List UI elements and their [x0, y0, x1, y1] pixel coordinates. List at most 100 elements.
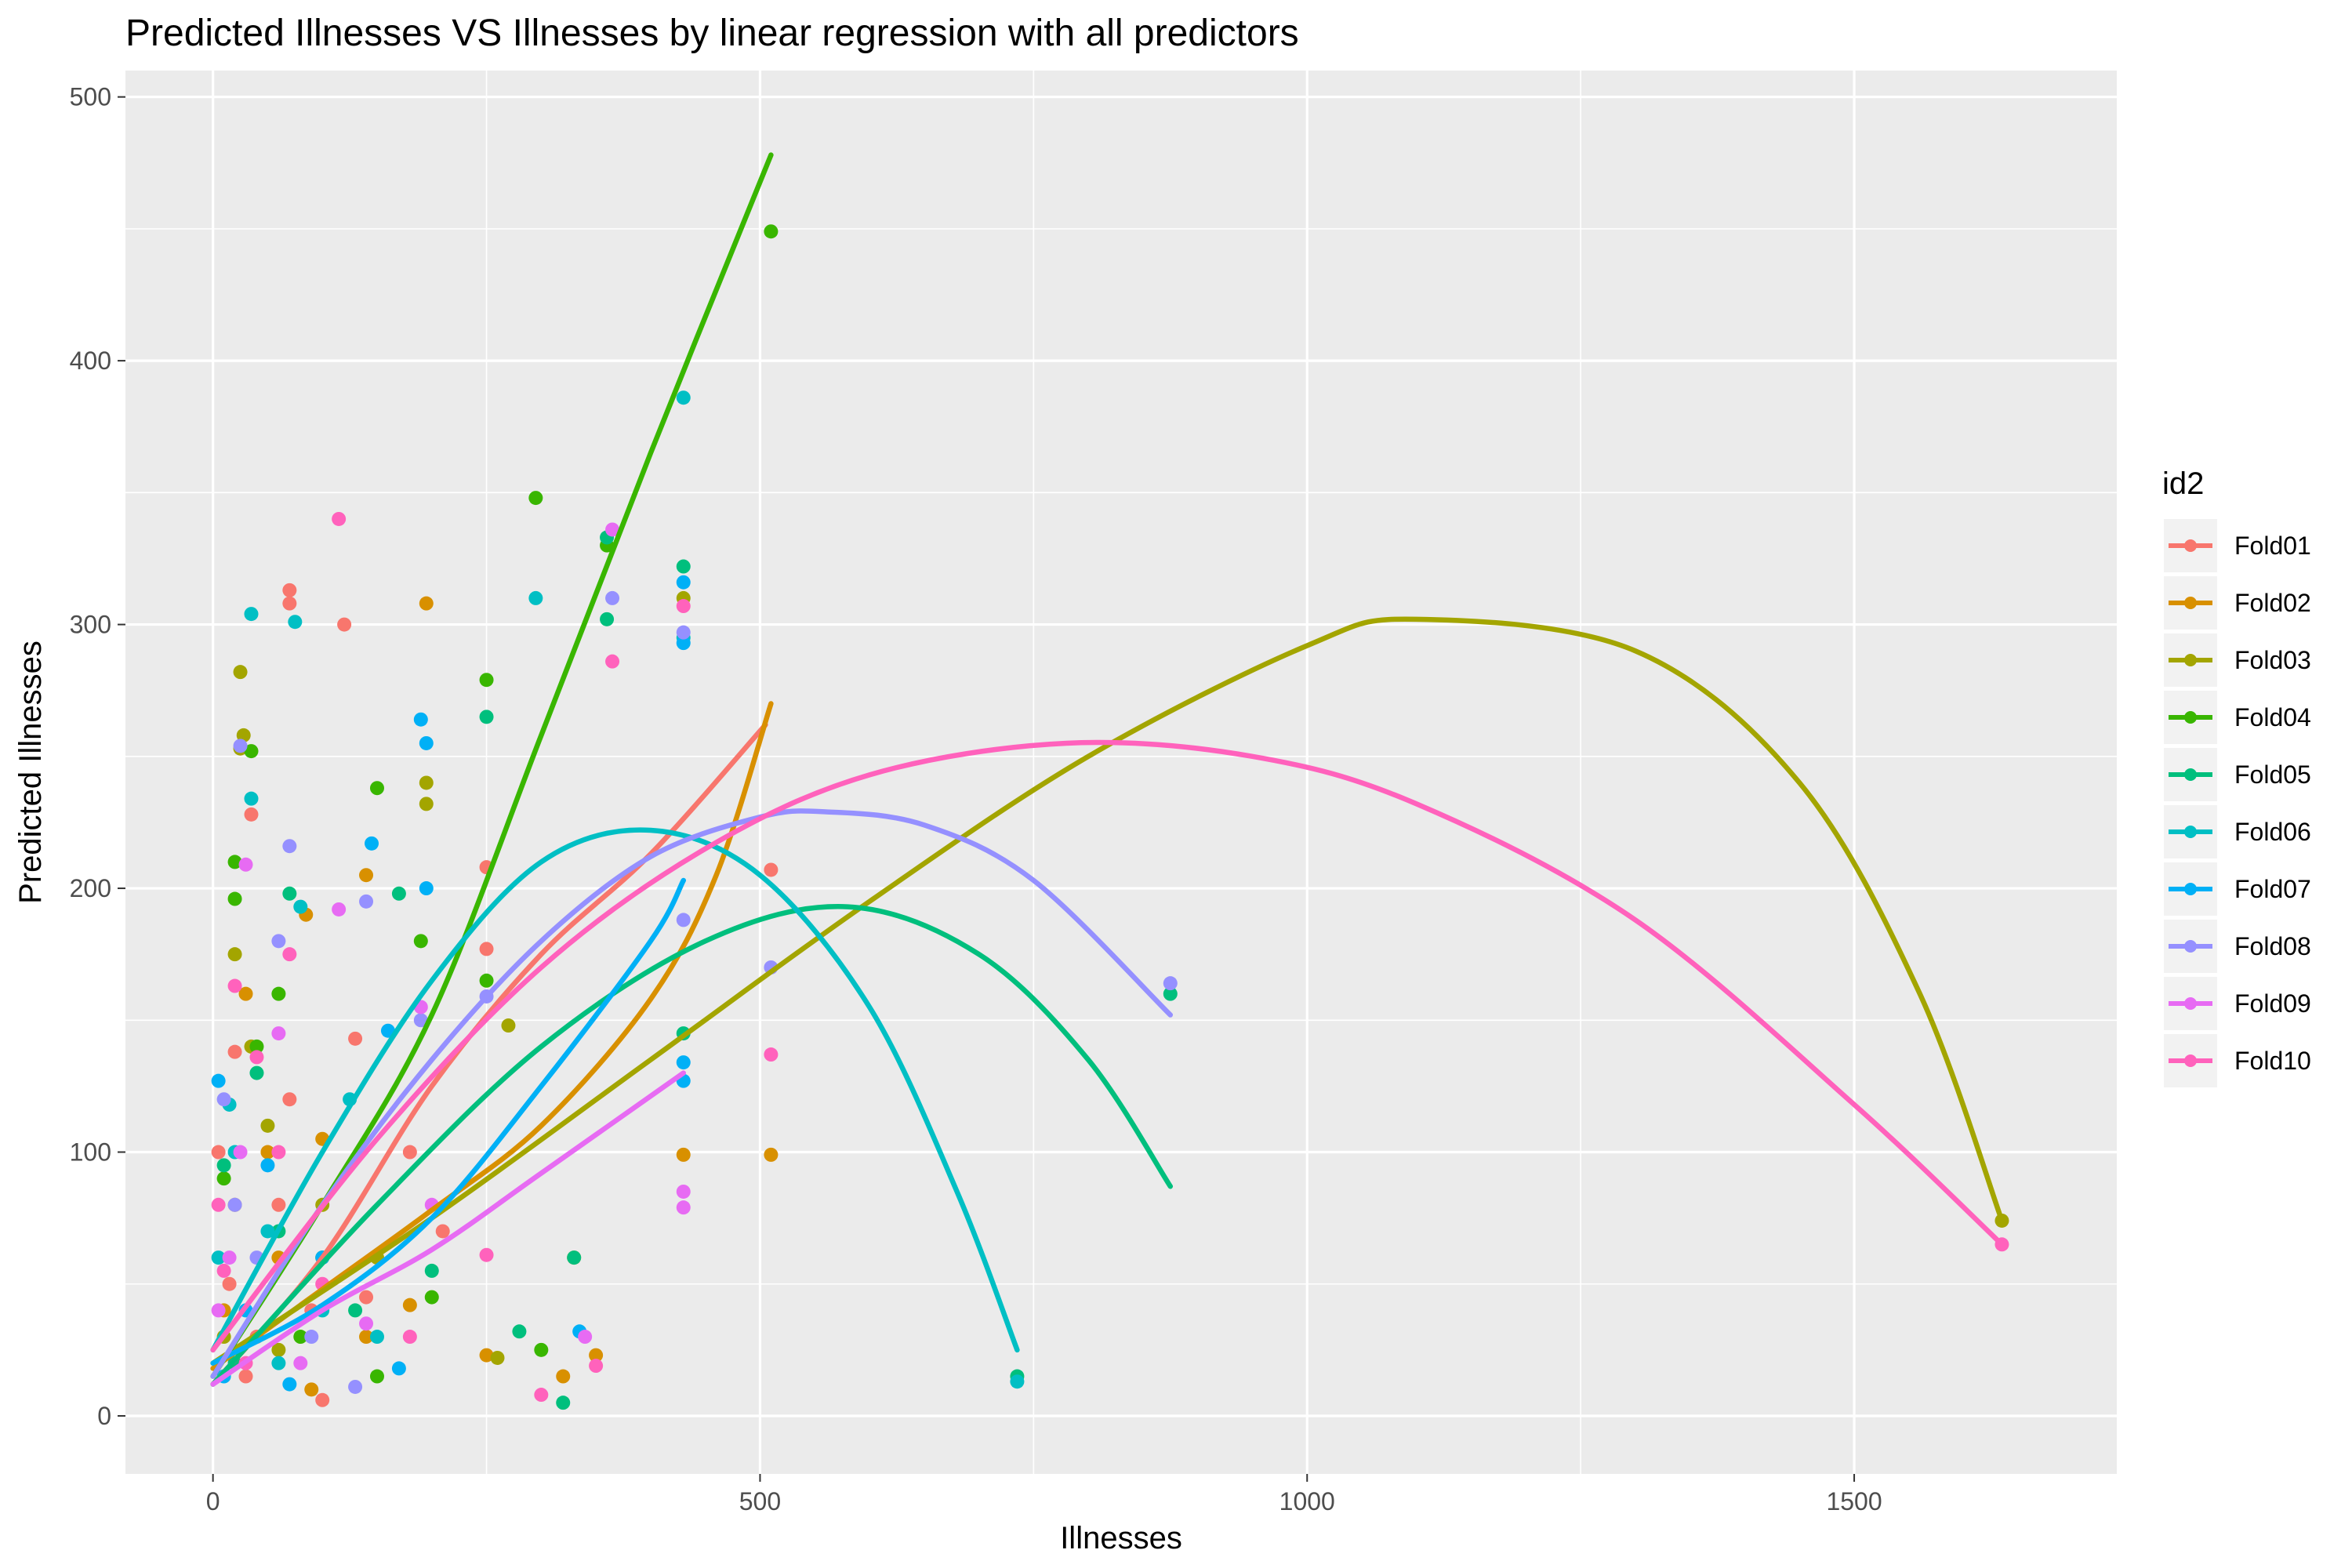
- data-point: [244, 807, 259, 822]
- smooth-curves: [210, 152, 2005, 1387]
- data-point: [512, 1324, 527, 1339]
- data-point: [567, 1250, 582, 1265]
- data-point: [556, 1369, 571, 1384]
- data-point: [676, 1184, 691, 1199]
- data-point: [271, 1356, 286, 1370]
- legend-item: Fold05: [2164, 748, 2311, 801]
- data-point: [359, 894, 374, 909]
- data-point: [359, 1330, 374, 1345]
- data-point: [332, 902, 347, 916]
- legend-item: Fold06: [2164, 805, 2311, 858]
- data-point: [238, 857, 253, 872]
- data-point: [369, 1369, 384, 1384]
- data-point: [238, 1369, 253, 1384]
- data-point: [1010, 1374, 1025, 1389]
- data-point: [435, 1224, 450, 1239]
- data-point: [676, 636, 691, 651]
- legend-label: Fold09: [2234, 989, 2311, 1018]
- data-point: [260, 1158, 275, 1173]
- series-curve: [210, 1070, 687, 1387]
- data-point: [479, 1247, 494, 1262]
- series-curve: [210, 808, 1174, 1379]
- legend-label: Fold07: [2234, 875, 2311, 903]
- data-point: [501, 1018, 516, 1033]
- data-point: [676, 1055, 691, 1070]
- legend-label: Fold02: [2234, 589, 2311, 617]
- legend-key-point: [2184, 940, 2197, 953]
- data-point: [216, 1092, 231, 1107]
- data-point: [764, 1047, 779, 1062]
- data-point: [369, 781, 384, 796]
- data-point: [211, 1197, 226, 1212]
- data-point: [227, 978, 242, 993]
- data-point: [413, 934, 428, 949]
- data-point: [282, 596, 297, 611]
- data-point: [211, 1145, 226, 1160]
- data-point: [271, 986, 286, 1001]
- legend-item: Fold04: [2164, 691, 2311, 744]
- data-point: [244, 744, 259, 759]
- data-point: [419, 797, 434, 811]
- data-point: [211, 1250, 226, 1265]
- x-tick-label: 1500: [1826, 1487, 1882, 1515]
- data-point: [419, 596, 434, 611]
- data-point: [413, 1013, 428, 1028]
- data-point: [365, 836, 379, 851]
- data-point: [282, 583, 297, 597]
- legend-key-point: [2184, 711, 2197, 724]
- data-point: [233, 1145, 248, 1160]
- legend-label: Fold06: [2234, 818, 2311, 846]
- data-point: [271, 1197, 286, 1212]
- data-point: [479, 973, 494, 988]
- data-point: [578, 1330, 593, 1345]
- data-point: [282, 1377, 297, 1392]
- x-axis-ticks: 0 500 1000 1500: [206, 1474, 1882, 1515]
- legend-key-point: [2184, 826, 2197, 838]
- data-point: [271, 934, 286, 949]
- y-tick-label: 0: [97, 1402, 111, 1430]
- legend-key-point: [2184, 597, 2197, 609]
- y-axis-title: Predicted Illnesses: [13, 641, 48, 904]
- major-gridlines: [125, 71, 2117, 1474]
- y-tick-label: 400: [70, 347, 111, 375]
- series-curve: [210, 827, 1020, 1353]
- data-point: [304, 1382, 319, 1397]
- legend-key-point: [2184, 997, 2197, 1010]
- y-tick-label: 500: [70, 83, 111, 111]
- data-point: [249, 1050, 264, 1065]
- data-point: [764, 1147, 779, 1162]
- data-point: [764, 862, 779, 877]
- series-curve: [210, 877, 687, 1366]
- series-curve: [210, 739, 2005, 1353]
- data-point: [271, 1145, 286, 1160]
- data-point: [676, 390, 691, 405]
- data-point: [600, 612, 615, 626]
- legend-label: Fold04: [2234, 703, 2311, 731]
- data-point: [348, 1303, 363, 1318]
- data-point: [233, 665, 248, 680]
- data-points: [211, 224, 2009, 1410]
- x-axis-title: Illnesses: [1060, 1521, 1182, 1555]
- legend-key-point: [2184, 768, 2197, 781]
- data-point: [359, 1316, 374, 1331]
- legend-title: id2: [2162, 466, 2204, 501]
- legend-key-point: [2184, 539, 2197, 552]
- data-point: [605, 654, 620, 669]
- legend-item: Fold10: [2164, 1034, 2311, 1087]
- legend-label: Fold10: [2234, 1047, 2311, 1075]
- data-point: [222, 1276, 237, 1291]
- series-curve: [210, 904, 1174, 1387]
- data-point: [402, 1330, 417, 1345]
- x-tick-label: 1000: [1279, 1487, 1335, 1515]
- data-point: [271, 1342, 286, 1357]
- data-point: [605, 590, 620, 605]
- data-point: [676, 559, 691, 574]
- data-point: [479, 942, 494, 956]
- legend-label: Fold08: [2234, 932, 2311, 960]
- y-tick-label: 200: [70, 874, 111, 902]
- legend-item: Fold02: [2164, 576, 2311, 630]
- data-point: [211, 1303, 226, 1318]
- data-point: [676, 625, 691, 640]
- data-point: [424, 1290, 439, 1305]
